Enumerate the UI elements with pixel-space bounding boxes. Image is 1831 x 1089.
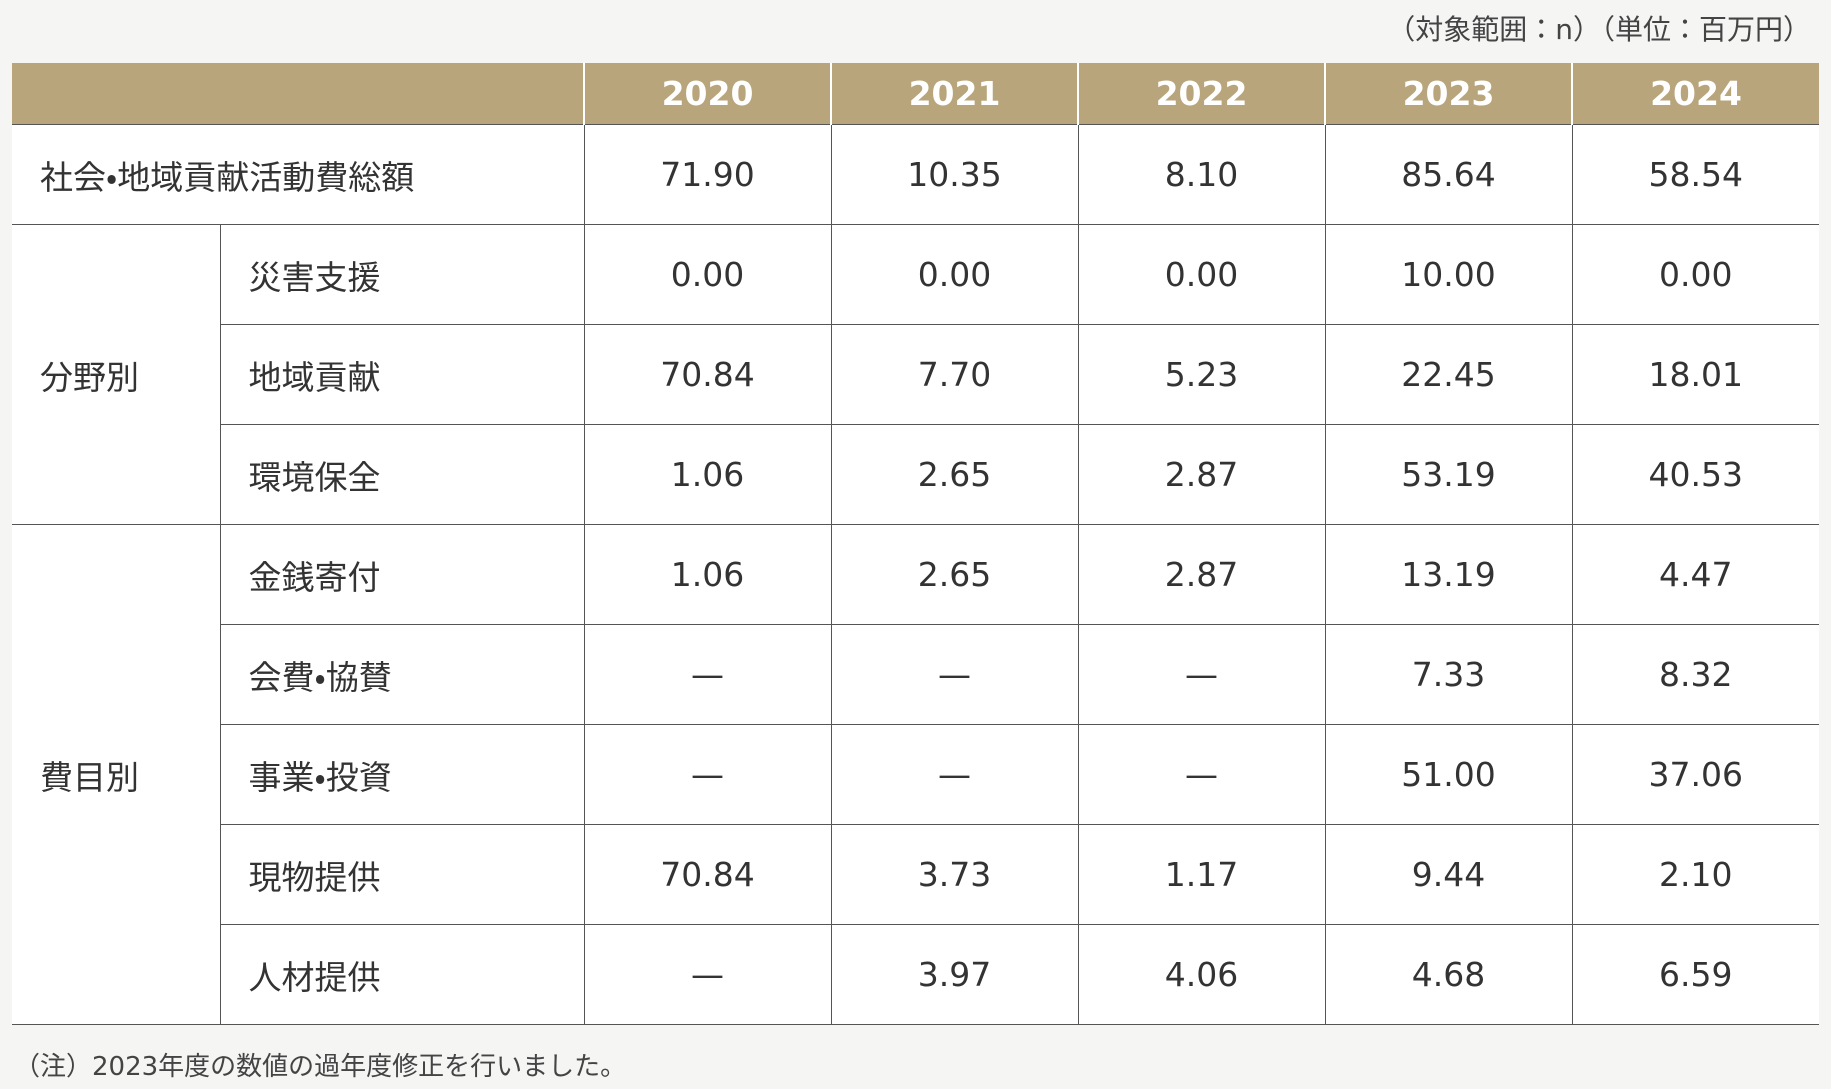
row-label: 金銭寄付 bbox=[219, 524, 585, 625]
cell-value: 18.01 bbox=[1571, 324, 1819, 425]
row-label: 会費・協賛 bbox=[220, 624, 585, 725]
cell-value: 5.23 bbox=[1077, 324, 1326, 425]
header-row: 2020 2021 2022 2023 2024 bbox=[12, 63, 1819, 125]
cell-value: 4.06 bbox=[1077, 924, 1326, 1025]
data-row: 環境保全 1.06 2.65 2.87 53.19 40.53 bbox=[12, 424, 1819, 525]
cell-value: 8.10 bbox=[1077, 124, 1326, 225]
footnote: （注）2023年度の数値の過年度修正を行いました。 bbox=[14, 1052, 627, 1082]
cell-value: 0.00 bbox=[1571, 224, 1819, 325]
cell-value: — bbox=[583, 624, 832, 725]
cell-value: 85.64 bbox=[1324, 124, 1573, 225]
cell-value: — bbox=[1077, 724, 1326, 825]
cell-value: 3.97 bbox=[830, 924, 1079, 1025]
cell-value: 51.00 bbox=[1324, 724, 1573, 825]
cell-value: 2.87 bbox=[1077, 424, 1326, 525]
row-label: 人材提供 bbox=[220, 924, 585, 1025]
data-row: 分野別 災害支援 0.00 0.00 0.00 10.00 0.00 bbox=[12, 224, 1819, 525]
cell-value: 1.17 bbox=[1077, 824, 1326, 925]
cell-value: 2.87 bbox=[1077, 524, 1326, 625]
cell-value: 9.44 bbox=[1324, 824, 1573, 925]
cell-value: 10.00 bbox=[1324, 224, 1573, 325]
cell-value: 2.10 bbox=[1571, 824, 1819, 925]
data-row: 会費・協賛 — — —7.33 8.32 bbox=[12, 624, 1819, 725]
column-header: 2024 bbox=[1571, 63, 1819, 125]
cell-value: 37.06 bbox=[1571, 724, 1819, 825]
cell-value: — bbox=[583, 924, 832, 1025]
data-row: 費目別 金銭寄付 1.06 2.65 2.87 13.19 4.47 bbox=[12, 524, 1819, 1025]
cell-value: 1.06 bbox=[583, 524, 832, 625]
cell-value: 22.45 bbox=[1324, 324, 1573, 425]
data-row: 地域貢献 70.84 7.70 5.23 22.45 18.01 bbox=[12, 324, 1819, 425]
header-blank bbox=[12, 63, 584, 125]
cell-value: 6.59 bbox=[1571, 924, 1819, 1025]
data-row: 事業・投資 — — —51.00 37.06 bbox=[12, 724, 1819, 825]
cell-value: — bbox=[830, 624, 1079, 725]
column-header: 2020 bbox=[583, 63, 831, 125]
cell-value: 7.33 bbox=[1324, 624, 1573, 725]
cell-value: 0.00 bbox=[830, 224, 1079, 325]
cell-value: 4.68 bbox=[1324, 924, 1573, 1025]
row-label: 環境保全 bbox=[220, 424, 585, 525]
total-row: 社会・地域貢献活動費総額 71.90 10.35 8.10 85.64 58.54 bbox=[12, 124, 1819, 225]
cell-value: 0.00 bbox=[583, 224, 832, 325]
row-label: 災害支援 bbox=[219, 224, 585, 325]
row-label: 社会・地域貢献活動費総額 bbox=[12, 124, 585, 225]
cell-value: 1.06 bbox=[583, 424, 832, 525]
cell-value: 2.65 bbox=[830, 424, 1079, 525]
data-table: 2020 2021 2022 2023 2024 社会・地域貢献活動費総額 71.90 10… bbox=[12, 63, 1819, 1025]
cell-value: 40.53 bbox=[1571, 424, 1819, 525]
cell-value: 8.32 bbox=[1571, 624, 1819, 725]
column-header: 2023 bbox=[1324, 63, 1572, 125]
cell-value: 53.19 bbox=[1324, 424, 1573, 525]
cell-value: 70.84 bbox=[583, 824, 832, 925]
data-row: 人材提供 —3.97 4.06 4.68 6.59 bbox=[12, 924, 1819, 1025]
row-label: 事業・投資 bbox=[220, 724, 585, 825]
cell-value: — bbox=[830, 724, 1079, 825]
group-label: 分野別 bbox=[12, 224, 221, 525]
group-label: 費目別 bbox=[12, 524, 221, 1025]
cell-value: — bbox=[1077, 624, 1326, 725]
data-row: 現物提供 70.84 3.73 1.17 9.44 2.10 bbox=[12, 824, 1819, 925]
cell-value: 4.47 bbox=[1571, 524, 1819, 625]
cell-value: — bbox=[583, 724, 832, 825]
cell-value: 70.84 bbox=[583, 324, 832, 425]
cell-value: 13.19 bbox=[1324, 524, 1573, 625]
cell-value: 0.00 bbox=[1077, 224, 1326, 325]
cell-value: 58.54 bbox=[1571, 124, 1819, 225]
column-header: 2021 bbox=[830, 63, 1078, 125]
cell-value: 71.90 bbox=[583, 124, 832, 225]
cell-value: 7.70 bbox=[830, 324, 1079, 425]
row-label: 地域貢献 bbox=[220, 324, 585, 425]
cell-value: 3.73 bbox=[830, 824, 1079, 925]
row-label: 現物提供 bbox=[220, 824, 585, 925]
cell-value: 10.35 bbox=[830, 124, 1079, 225]
unit-note: （対象範囲：n）（単位：百万円） bbox=[1387, 13, 1811, 46]
cell-value: 2.65 bbox=[830, 524, 1079, 625]
column-header: 2022 bbox=[1077, 63, 1325, 125]
